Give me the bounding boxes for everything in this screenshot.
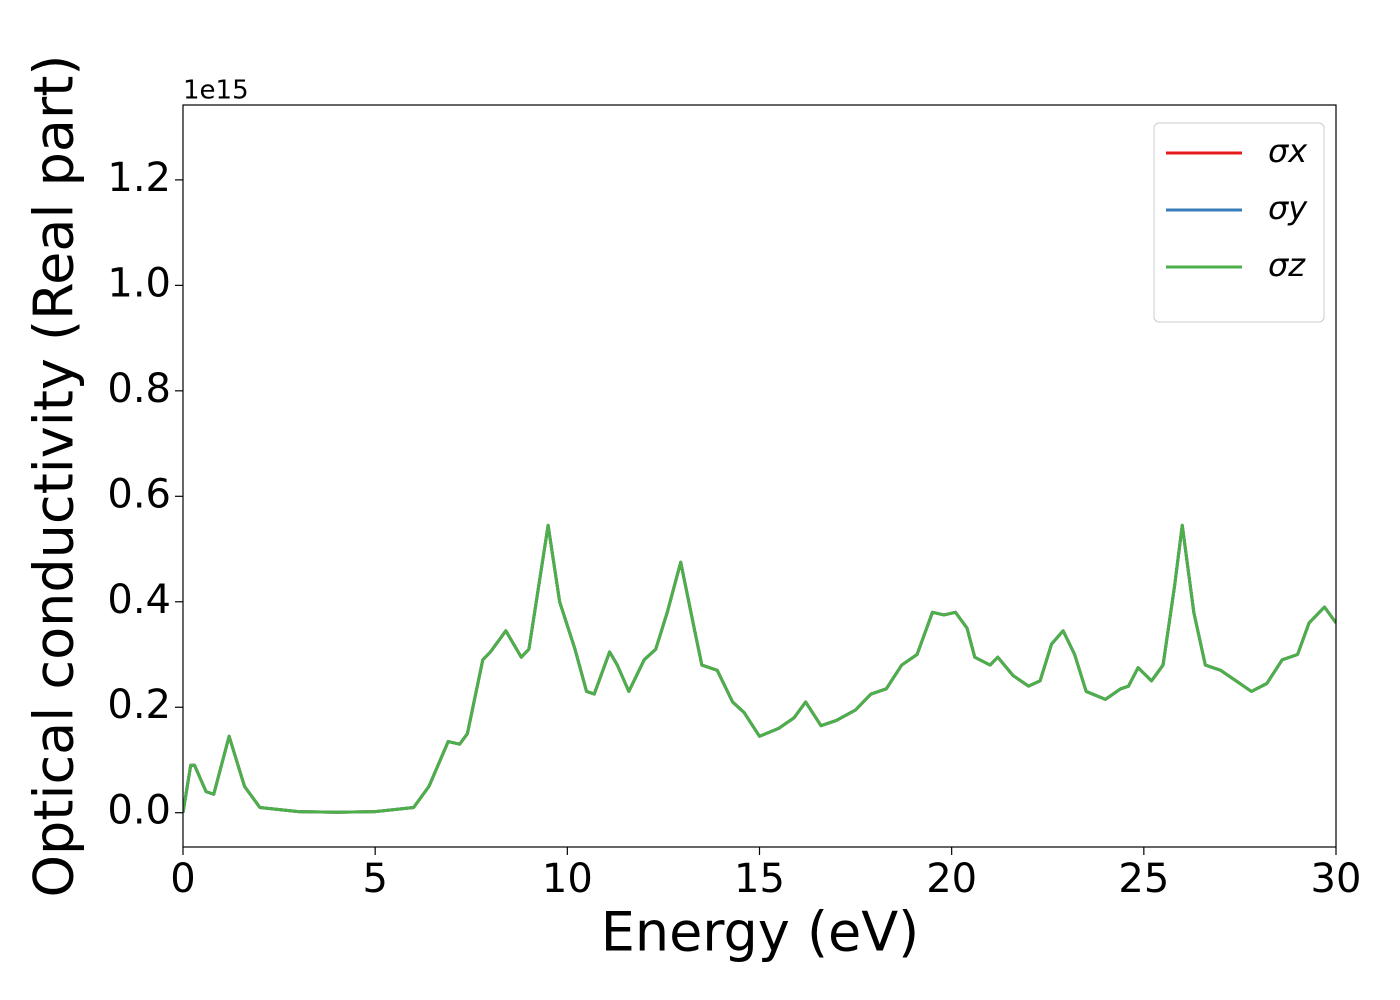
line-series <box>183 523 1336 814</box>
x-tick-label: 0 <box>170 856 195 902</box>
x-tick-label: 20 <box>926 856 977 902</box>
y-tick-label: 0.6 <box>107 471 171 517</box>
x-tick-label: 10 <box>542 856 593 902</box>
y-axis-label: Optical conductivity (Real part) <box>23 55 86 898</box>
y-tick-label: 0.4 <box>107 577 171 623</box>
y-tick-label: 0.8 <box>107 366 171 412</box>
x-tick-label: 15 <box>734 856 785 902</box>
x-tick-label: 30 <box>1311 856 1362 902</box>
legend-label: σz <box>1268 246 1306 284</box>
legend-label: σx <box>1268 132 1308 170</box>
x-tick-label: 25 <box>1118 856 1169 902</box>
y-offset-label: 1e15 <box>183 76 249 106</box>
plot-frame <box>182 104 1337 848</box>
y-tick-label: 0.0 <box>107 788 171 834</box>
legend-box <box>1153 122 1325 323</box>
x-tick-label: 5 <box>362 856 387 902</box>
legend-label: σy <box>1268 189 1308 227</box>
line-series <box>183 523 1336 814</box>
y-tick-label: 1.0 <box>107 260 171 306</box>
y-tick-label: 0.2 <box>107 682 171 728</box>
x-axis-label: Energy (eV) <box>601 901 920 964</box>
y-tick-label: 1.2 <box>107 155 171 201</box>
line-series <box>183 523 1336 814</box>
